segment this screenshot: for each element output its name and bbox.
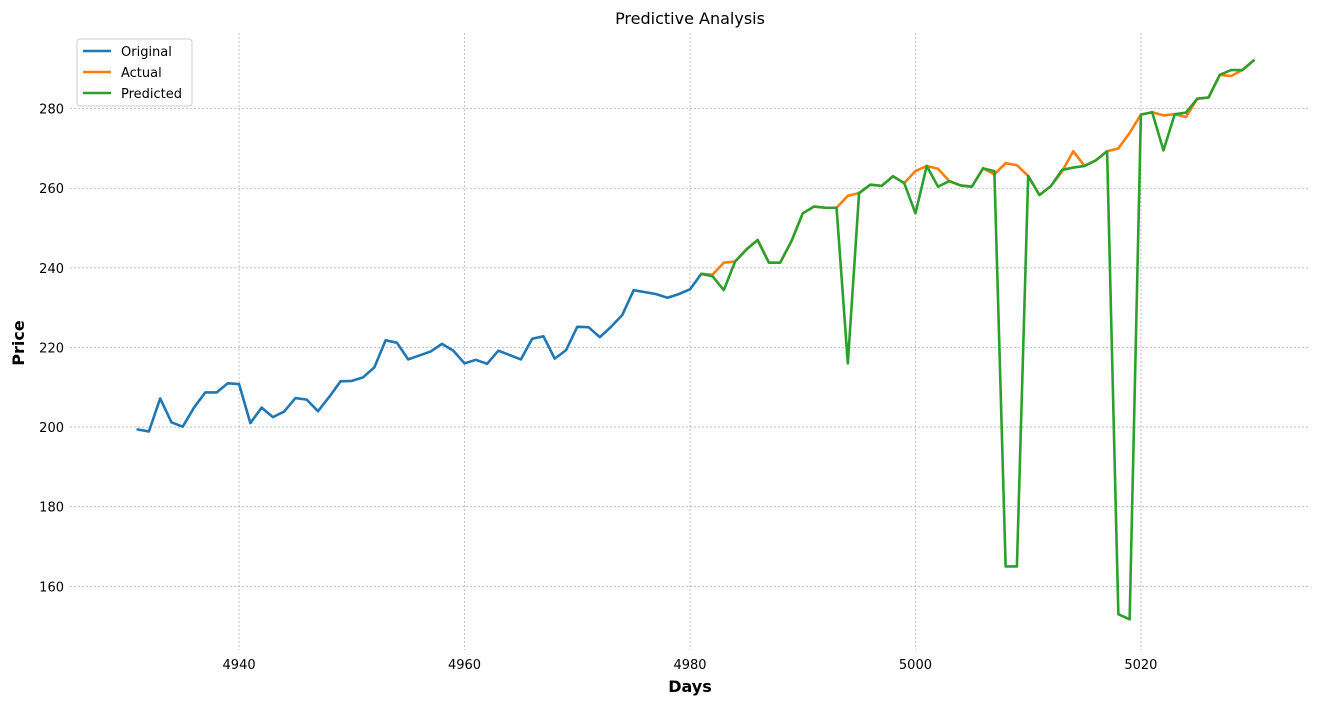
y-tick-label: 160 [39,580,64,595]
y-tick-label: 260 [39,182,64,197]
grid-lines [70,33,1310,650]
y-tick-label: 280 [39,103,64,118]
series-line-original [136,272,703,433]
y-tick-label: 220 [39,341,64,356]
chart-title: Predictive Analysis [615,9,765,28]
y-tick-label: 240 [39,262,64,277]
x-tick-label: 4960 [448,658,481,673]
x-tick-labels: 4940 4960 4980 5000 5020 [223,658,1158,673]
x-tick-label: 5020 [1124,658,1157,673]
legend-label-actual: Actual [121,66,162,81]
series-lines [136,59,1255,621]
y-tick-label: 200 [39,421,64,436]
legend-box [76,38,193,107]
legend: Original Actual Predicted [76,38,193,107]
series-line-actual [699,59,1255,276]
y-tick-label: 180 [39,501,64,516]
legend-label-original: Original [121,45,172,60]
series-line-predicted [699,59,1255,621]
x-tick-label: 5000 [899,658,932,673]
x-tick-label: 4980 [673,658,706,673]
y-tick-labels: 160 180 200 220 240 260 280 [39,103,64,596]
y-axis-title: Price [9,320,28,366]
x-tick-label: 4940 [223,658,256,673]
x-axis-title: Days [668,677,712,696]
legend-label-predicted: Predicted [121,87,182,102]
